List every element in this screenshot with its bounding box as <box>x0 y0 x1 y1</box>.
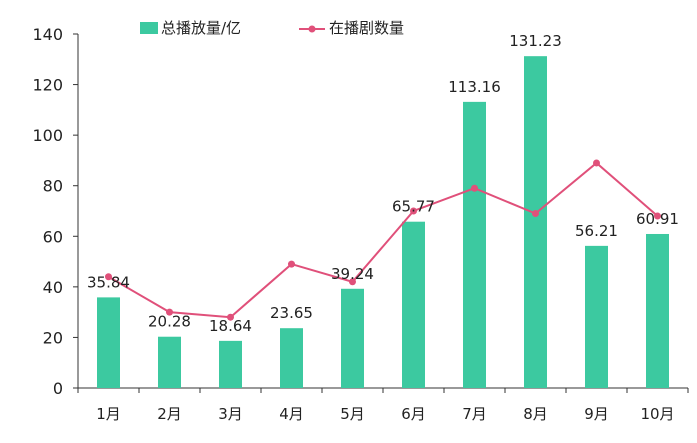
x-tick-label: 2月 <box>157 405 182 423</box>
x-tick-label: 4月 <box>279 405 304 423</box>
y-tick-label: 40 <box>43 278 63 297</box>
bar <box>341 288 364 388</box>
bar-data-label: 56.21 <box>575 222 618 240</box>
x-tick-label: 3月 <box>218 405 243 423</box>
line-point <box>532 210 539 218</box>
legend-label-bar: 总播放量/亿 <box>161 19 241 37</box>
x-tick-label: 10月 <box>640 405 674 423</box>
axes: 0 20 40 60 80 100 120 140 1月 2月 3月 4月 5月 6月 7月 8月 9月 10月 <box>32 25 689 423</box>
bar <box>158 336 181 388</box>
bar <box>463 101 486 389</box>
bar-data-label: 39.24 <box>331 265 374 283</box>
y-tick-label: 80 <box>43 177 63 196</box>
legend: 总播放量/亿 在播剧数量 <box>140 19 404 37</box>
bar-data-label: 23.65 <box>270 304 313 322</box>
line-series <box>105 159 661 321</box>
legend-swatch-marker <box>308 25 316 33</box>
bar <box>646 233 669 388</box>
bar-data-label: 35.84 <box>87 273 130 291</box>
bar <box>524 56 547 389</box>
line-point <box>227 313 234 321</box>
bar-data-label: 60.91 <box>636 210 679 228</box>
x-tick-label: 6月 <box>401 405 426 423</box>
x-tick-label: 5月 <box>340 405 365 423</box>
bar-data-label: 65.77 <box>392 198 435 216</box>
line-point <box>593 159 600 167</box>
bar <box>280 328 303 388</box>
line-point <box>349 278 356 286</box>
bar <box>219 340 242 388</box>
x-tick-label: 9月 <box>584 405 609 423</box>
y-tick-label: 100 <box>32 126 63 145</box>
bar-data-label: 131.23 <box>509 32 562 50</box>
bar <box>585 245 608 388</box>
bar-data-label: 18.64 <box>209 317 252 335</box>
y-tick-label: 60 <box>43 227 63 246</box>
legend-label-line: 在播剧数量 <box>329 19 404 37</box>
line-point <box>410 207 417 215</box>
line-point <box>105 273 112 281</box>
y-tick-label: 20 <box>43 328 63 347</box>
bar-data-label: 20.28 <box>148 313 191 331</box>
bars <box>97 56 669 389</box>
line-point <box>288 260 295 268</box>
y-tick-label: 0 <box>53 379 63 398</box>
x-tick-label: 1月 <box>96 405 121 423</box>
bar <box>97 297 120 388</box>
line-point <box>654 212 661 220</box>
line-point <box>471 184 478 192</box>
bar-data-label: 113.16 <box>448 78 501 96</box>
line-point <box>166 308 173 316</box>
data-labels: 35.84 20.28 18.64 23.65 39.24 65.77 113.16 131.… <box>87 32 679 335</box>
line-path <box>107 161 659 319</box>
x-tick-label: 8月 <box>523 405 548 423</box>
y-tick-label: 140 <box>32 25 63 44</box>
x-tick-label: 7月 <box>462 405 487 423</box>
legend-swatch-bar <box>140 22 158 34</box>
bar <box>402 221 425 388</box>
y-tick-label: 120 <box>32 76 63 95</box>
